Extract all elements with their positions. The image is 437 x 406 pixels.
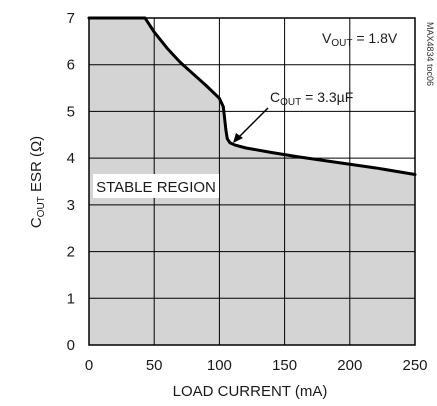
vout-sub: OUT [331,38,352,49]
y-tick-label-5: 5 [67,103,75,120]
vout-rest: = 1.8V [352,30,397,46]
stability-boundary-curve [87,16,417,176]
cout-main: C [270,89,280,105]
x-tick-label-0: 0 [85,357,93,374]
y-tick-label-4: 4 [67,150,75,167]
x-tick-label-150: 150 [272,357,297,374]
tick-layer: 0 50 100 150 200 250 0 1 2 3 4 5 6 7 [67,10,428,374]
x-tick-label-50: 50 [146,357,163,374]
grid-layer [89,18,415,345]
y-tick-label-3: 3 [67,197,75,214]
x-tick-label-100: 100 [207,357,232,374]
stable-region-layer [89,18,415,345]
cout-annotation: COUT = 3.3µF [270,89,353,108]
x-tick-label-200: 200 [337,357,362,374]
x-axis-title: LOAD CURRENT (mA) [173,383,328,400]
cout-rest: = 3.3µF [301,89,353,105]
y-tick-label-6: 6 [67,57,75,74]
y-axis-title: COUT ESR (Ω) [28,136,47,228]
vout-annotation: VOUT = 1.8V [322,30,398,49]
x-tick-label-250: 250 [402,357,427,374]
stable-region-label-box [93,174,219,198]
cout-annotation-arrow-line [237,107,269,139]
y-axis-title-rest: ESR (Ω) [28,136,45,196]
y-axis-title-main: C [28,217,45,228]
stable-region-label: STABLE REGION [96,179,216,196]
y-tick-label-7: 7 [67,10,75,27]
cout-annotation-arrowhead [233,133,243,143]
y-tick-label-2: 2 [67,244,75,261]
plot-frame [88,17,416,346]
y-tick-label-0: 0 [67,337,75,354]
stable-region [89,18,415,345]
vout-main: V [322,30,332,46]
y-tick-label-1: 1 [67,290,75,307]
cout-sub: OUT [280,97,301,108]
curve-layer [87,16,417,176]
figure-id: MAX4834 toc06 [425,22,435,86]
y-axis-title-sub: OUT [36,196,47,217]
frame-layer [88,17,416,346]
